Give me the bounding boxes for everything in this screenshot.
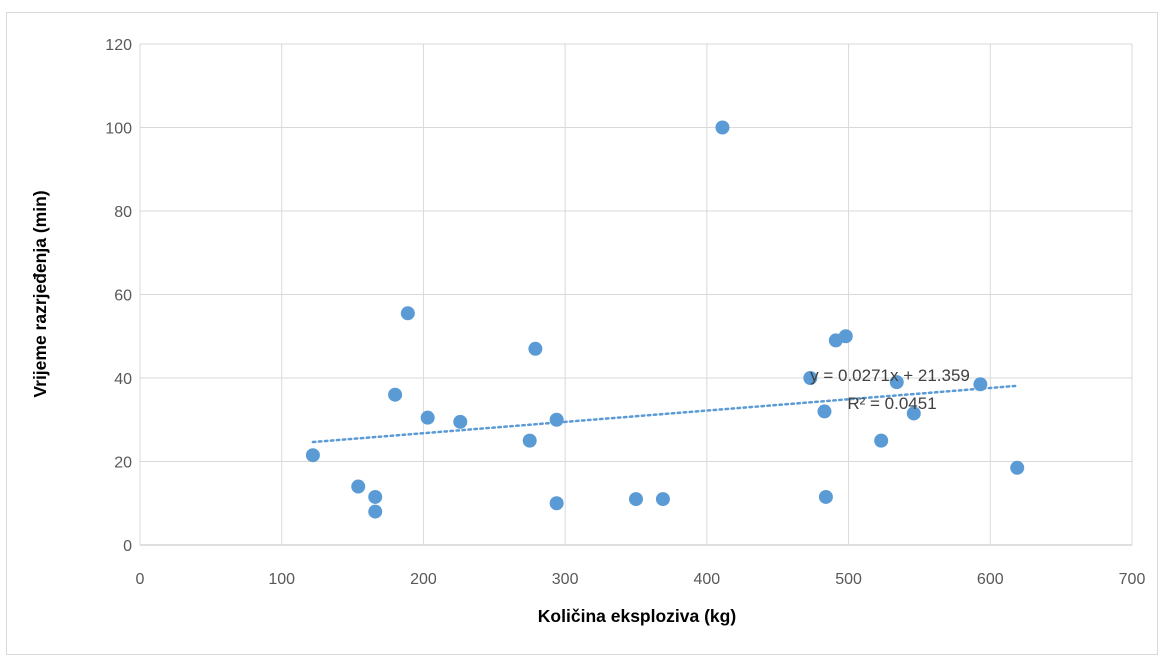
data-point	[549, 412, 564, 427]
data-point	[874, 433, 889, 448]
x-tick-label: 600	[977, 571, 1004, 588]
data-point	[453, 414, 468, 429]
data-point	[528, 341, 543, 356]
data-point	[388, 387, 403, 402]
y-tick-label: 0	[123, 538, 132, 555]
data-point	[368, 504, 383, 519]
x-tick-label: 700	[1119, 571, 1146, 588]
data-point	[838, 329, 853, 344]
chart-frame	[6, 12, 1158, 655]
trendline-r-squared: R² = 0.0451	[847, 394, 936, 413]
tick-labels: 0 20 40 60 80 100 120 0 100 200 300 400 500 600 700	[105, 37, 1145, 588]
trendline-equation: y = 0.0271x + 21.359	[810, 366, 970, 385]
data-point	[973, 377, 988, 392]
y-tick-label: 120	[105, 37, 132, 54]
data-point	[368, 489, 383, 504]
x-tick-label: 200	[410, 571, 437, 588]
x-axis-title: Količina eksploziva (kg)	[538, 606, 736, 626]
data-point	[351, 479, 366, 494]
data-point	[1010, 460, 1025, 475]
y-tick-label: 100	[105, 121, 132, 138]
x-tick-label: 0	[136, 571, 145, 588]
trendline	[311, 384, 1019, 444]
data-point	[818, 489, 833, 504]
x-tick-label: 300	[552, 571, 579, 588]
data-point	[629, 492, 643, 507]
data-point	[549, 496, 564, 511]
data-point	[803, 371, 818, 385]
y-tick-label: 40	[114, 371, 132, 388]
trendline-group	[311, 384, 1019, 444]
gridlines	[139, 43, 1133, 546]
data-points	[305, 120, 1025, 519]
data-point	[305, 448, 320, 463]
x-tick-label: 100	[268, 571, 295, 588]
data-point	[655, 492, 670, 507]
data-point	[400, 306, 415, 321]
y-tick-label: 80	[114, 204, 132, 221]
data-point	[906, 406, 921, 421]
x-tick-label: 500	[835, 571, 862, 588]
y-tick-label: 60	[114, 288, 132, 305]
data-point	[522, 433, 537, 448]
data-point	[817, 404, 832, 419]
data-point	[420, 410, 435, 425]
x-tick-label: 400	[694, 571, 721, 588]
data-point	[715, 120, 730, 135]
data-point	[889, 375, 904, 390]
y-tick-label: 20	[114, 455, 132, 472]
y-axis-title: Vrijeme razrjeđenja (min)	[30, 190, 50, 397]
